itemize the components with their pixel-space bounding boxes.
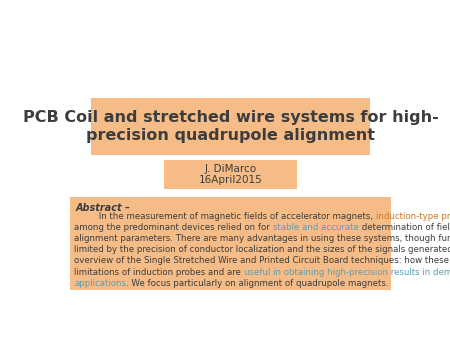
Text: limitations of induction probes and are: limitations of induction probes and are [74, 267, 244, 276]
Text: PCB Coil and stretched wire systems for high-
precision quadrupole alignment: PCB Coil and stretched wire systems for … [23, 110, 438, 143]
FancyBboxPatch shape [70, 197, 391, 290]
FancyBboxPatch shape [91, 98, 370, 155]
Text: In the measurement of magnetic fields of accelerator magnets,: In the measurement of magnetic fields of… [74, 212, 376, 221]
Text: useful in obtaining high-precision results in demanding: useful in obtaining high-precision resul… [244, 267, 450, 276]
Text: among the predominant devices relied on for: among the predominant devices relied on … [74, 223, 273, 232]
Text: . We focus particularly on alignment of quadrupole magnets.: . We focus particularly on alignment of … [126, 279, 389, 288]
Text: alignment parameters. There are many advantages in using these systems, though f: alignment parameters. There are many adv… [74, 234, 450, 243]
Text: stable and accurate: stable and accurate [273, 223, 359, 232]
Text: overview of the Single Stretched Wire and Printed Circuit Board techniques: how : overview of the Single Stretched Wire an… [74, 256, 450, 265]
Text: determination of field quality and: determination of field quality and [359, 223, 450, 232]
Text: induction-type probes: induction-type probes [376, 212, 450, 221]
Text: Abstract –: Abstract – [76, 203, 130, 213]
FancyBboxPatch shape [164, 160, 297, 189]
Text: J. DiMarco
16April2015: J. DiMarco 16April2015 [199, 164, 262, 186]
Text: limited by the precision of conductor localization and the sizes of the signals : limited by the precision of conductor lo… [74, 245, 450, 254]
Text: applications: applications [74, 279, 126, 288]
